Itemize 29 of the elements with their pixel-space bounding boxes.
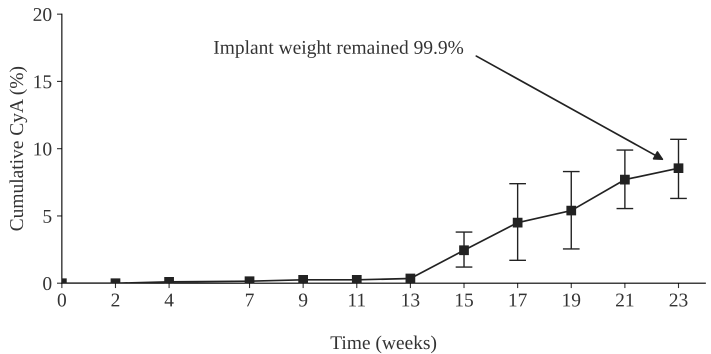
x-axis-title: Time (weeks): [330, 336, 436, 354]
x-tick-label: 13: [402, 294, 420, 307]
y-tick-label: 5: [44, 210, 52, 223]
annotation: Implant weight remained 99.9%: [214, 40, 464, 58]
point: [459, 245, 469, 256]
x-tick-label: 4: [164, 294, 174, 306]
x-tick-label: 9: [298, 294, 308, 307]
point: [298, 274, 308, 284]
y-tick-label: 15: [34, 75, 52, 88]
x-tick-label: 2: [111, 294, 120, 306]
point: [352, 274, 362, 284]
point: [566, 206, 576, 216]
point: [406, 274, 416, 284]
x-tick-label: 17: [510, 294, 527, 306]
x-tick-label: 11: [349, 294, 365, 306]
point: [674, 163, 684, 174]
x-tick-label: 7: [246, 294, 254, 306]
y-tick-label: 10: [34, 142, 52, 156]
point: [620, 174, 630, 184]
x-tick-label: 23: [670, 294, 688, 307]
y-tick-label: 0: [43, 277, 52, 290]
x-tick-label: 19: [563, 294, 580, 307]
x-tick-label: 0: [58, 293, 66, 307]
point: [244, 276, 254, 284]
y-axis-title: Cumulative CyA (%): [9, 66, 28, 231]
y-tick-label: 20: [34, 8, 52, 22]
x-tick-label: 15: [456, 294, 473, 307]
x-tick-label: 21: [616, 294, 634, 306]
point: [512, 218, 522, 228]
